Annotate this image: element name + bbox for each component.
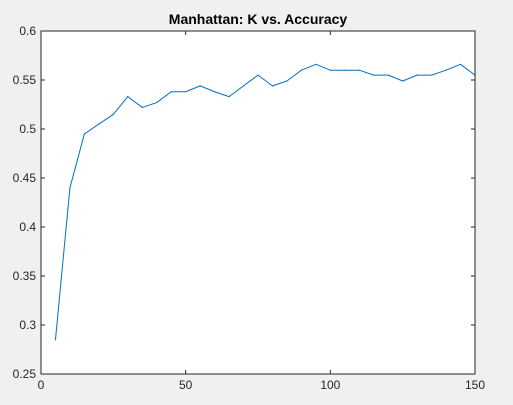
y-tick-label: 0.3 [19, 318, 36, 332]
data-point [170, 91, 172, 93]
data-point [271, 85, 274, 87]
y-tick-label: 0.35 [13, 269, 37, 283]
data-point [242, 85, 245, 87]
data-point [315, 63, 317, 65]
data-point [98, 123, 100, 125]
data-point [286, 80, 288, 82]
data-point [358, 69, 360, 71]
x-tick-label: 100 [320, 378, 340, 392]
data-point [112, 113, 114, 115]
y-tick-label: 0.45 [13, 171, 37, 185]
data-point [257, 74, 259, 76]
y-tick-label: 0.6 [19, 24, 36, 38]
ticks-layer: 0 50 100 150 0.25 0.3 0.35 0.4 0.45 0.5 0.55 0.6 [13, 24, 486, 392]
data-point [228, 96, 230, 98]
data-point [199, 85, 201, 87]
y-tick-label: 0.25 [13, 367, 37, 381]
data-point [300, 69, 302, 71]
x-tick-label: 50 [179, 378, 193, 392]
data-point [69, 187, 71, 189]
data-point [329, 69, 331, 71]
axes-box [40, 30, 476, 375]
data-point [83, 133, 85, 135]
data-point [141, 106, 143, 109]
data-point [402, 80, 404, 82]
data-point [445, 69, 447, 71]
x-tick-label: 150 [465, 378, 485, 392]
data-point [214, 91, 216, 93]
series-line [54, 63, 476, 340]
data-point [156, 101, 158, 104]
data-point [373, 74, 375, 76]
series-layer [54, 63, 476, 341]
data-point [459, 63, 462, 65]
data-point [127, 96, 129, 98]
data-point [344, 69, 346, 71]
y-tick-label: 0.55 [13, 73, 37, 87]
y-tick-label: 0.5 [19, 122, 36, 136]
data-point [54, 339, 57, 341]
data-point [387, 74, 389, 76]
data-point [416, 74, 418, 76]
plot-area [41, 31, 475, 374]
x-tick-label: 0 [38, 378, 45, 392]
data-point [431, 74, 433, 76]
chart-title: Manhattan: K vs. Accuracy [169, 11, 348, 27]
y-tick-label: 0.4 [19, 220, 36, 234]
data-point [185, 91, 187, 93]
